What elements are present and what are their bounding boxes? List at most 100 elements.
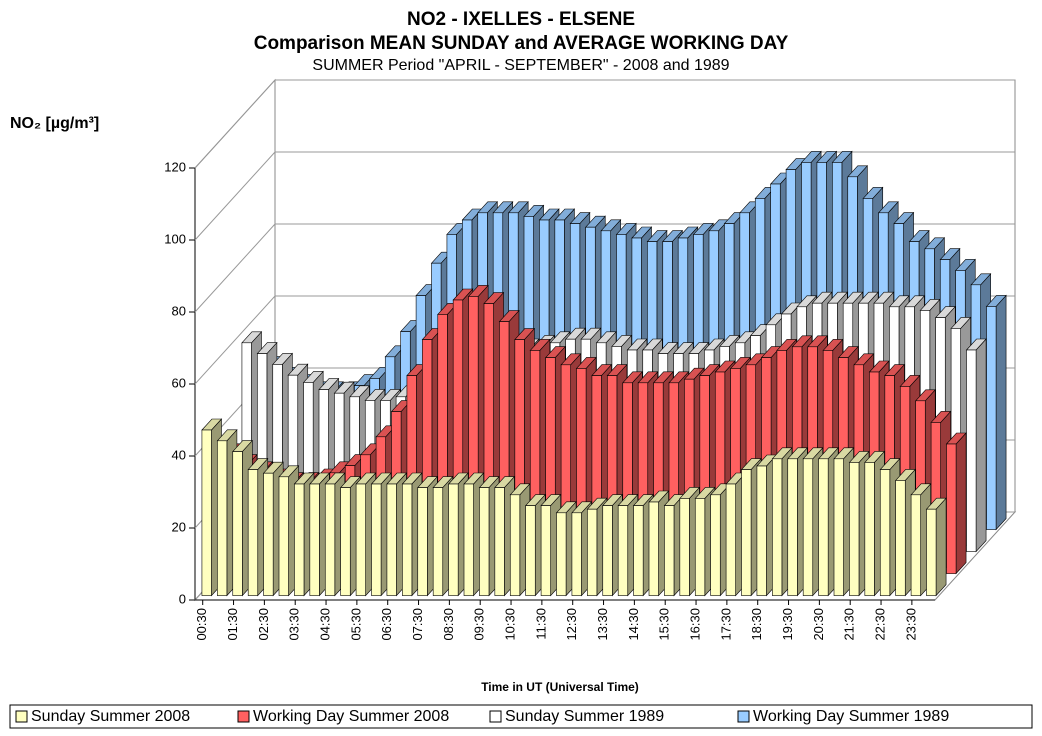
y-tick-label: 40 xyxy=(172,447,186,462)
bar xyxy=(247,469,259,596)
bar xyxy=(263,472,274,596)
bar xyxy=(802,458,814,596)
bar xyxy=(232,451,243,596)
y-tick-label: 100 xyxy=(164,231,186,246)
legend-swatch xyxy=(15,710,28,723)
bar xyxy=(556,512,567,596)
bar xyxy=(895,480,906,596)
grid-line xyxy=(194,151,1015,241)
bar xyxy=(278,476,289,596)
bar-side xyxy=(955,432,967,575)
x-tick-label: 22:30 xyxy=(872,608,887,641)
bar xyxy=(479,487,490,596)
chart-subtitle: Comparison MEAN SUNDAY and AVERAGE WORKI… xyxy=(254,33,789,54)
bar xyxy=(371,483,382,596)
x-tick-label: 13:30 xyxy=(595,608,610,641)
bar xyxy=(201,429,212,596)
bar-side xyxy=(975,338,987,553)
bar xyxy=(217,440,228,596)
bar xyxy=(340,487,351,596)
bar xyxy=(448,483,459,596)
bar xyxy=(679,498,690,596)
bar xyxy=(741,469,752,596)
legend-label: Working Day Summer 1989 xyxy=(753,708,949,725)
legend-label: Sunday Summer 2008 xyxy=(31,708,190,725)
bar xyxy=(833,458,844,596)
bar xyxy=(926,508,937,596)
legend-swatch xyxy=(237,710,250,723)
bar xyxy=(910,494,921,596)
y-tick-label: 120 xyxy=(164,159,186,174)
legend-swatch xyxy=(489,710,502,723)
bar xyxy=(710,494,721,596)
chart-title: NO2 - IXELLES - ELSENE xyxy=(407,9,635,30)
legend-box xyxy=(9,704,1033,729)
bar xyxy=(818,458,829,596)
bar xyxy=(602,505,613,596)
x-tick-label: 15:30 xyxy=(657,608,672,641)
x-tick-label: 12:30 xyxy=(564,608,579,641)
bar xyxy=(494,487,505,596)
x-tick-label: 03:30 xyxy=(287,608,302,641)
bar xyxy=(986,306,997,530)
y-tick-label: 0 xyxy=(179,591,186,606)
bar xyxy=(587,508,598,596)
x-tick-label: 04:30 xyxy=(317,608,332,641)
x-tick-label: 17:30 xyxy=(718,608,733,641)
y-tick-label: 80 xyxy=(172,303,186,318)
x-tick-label: 09:30 xyxy=(472,608,487,641)
x-tick-label: 08:30 xyxy=(441,608,456,641)
x-tick-label: 23:30 xyxy=(903,608,918,641)
bar xyxy=(849,462,860,596)
x-tick-label: 00:30 xyxy=(194,608,209,641)
bar xyxy=(463,483,474,596)
bar xyxy=(417,487,428,596)
bar xyxy=(966,349,977,552)
x-tick-label: 21:30 xyxy=(842,608,857,641)
y-tick-label: 60 xyxy=(172,375,186,390)
x-tick-label: 11:30 xyxy=(533,608,548,640)
x-tick-label: 19:30 xyxy=(780,608,795,641)
legend-swatch xyxy=(737,710,750,723)
x-tick-label: 10:30 xyxy=(502,608,517,641)
bar xyxy=(725,483,736,596)
bar-side xyxy=(935,497,947,597)
x-tick-label: 02:30 xyxy=(256,608,271,641)
x-tick-label: 14:30 xyxy=(626,608,641,641)
bar xyxy=(355,483,366,596)
x-tick-label: 20:30 xyxy=(811,608,826,641)
bar xyxy=(756,465,767,596)
x-tick-label: 07:30 xyxy=(410,608,425,641)
bar xyxy=(309,483,320,596)
x-axis-label: Time in UT (Universal Time) xyxy=(481,680,639,694)
bar xyxy=(772,458,783,596)
bar xyxy=(509,494,521,596)
bar xyxy=(694,498,706,596)
bar xyxy=(946,443,957,574)
x-tick-label: 18:30 xyxy=(749,608,764,641)
x-tick-label: 16:30 xyxy=(687,608,702,641)
bar xyxy=(525,505,536,596)
bar xyxy=(540,505,551,596)
chart-subtitle: SUMMER Period "APRIL - SEPTEMBER" - 2008… xyxy=(312,57,729,74)
bar xyxy=(386,483,397,596)
bar xyxy=(571,512,582,596)
bar xyxy=(648,501,659,596)
legend-label: Working Day Summer 2008 xyxy=(253,708,449,725)
bar xyxy=(787,458,798,596)
bar xyxy=(664,505,675,596)
bar xyxy=(617,505,629,596)
grid-line xyxy=(194,79,1015,169)
bar xyxy=(294,483,305,596)
bar xyxy=(402,483,413,596)
bar-side xyxy=(995,294,1007,531)
legend-label: Sunday Summer 1989 xyxy=(505,708,664,725)
x-tick-label: 01:30 xyxy=(225,608,240,641)
bar xyxy=(864,462,875,596)
y-tick-label: 20 xyxy=(172,519,186,534)
y-axis-label: NO₂ [µg/m³] xyxy=(10,115,99,132)
bar xyxy=(879,469,891,596)
x-tick-label: 06:30 xyxy=(379,608,394,641)
bar xyxy=(324,483,336,596)
